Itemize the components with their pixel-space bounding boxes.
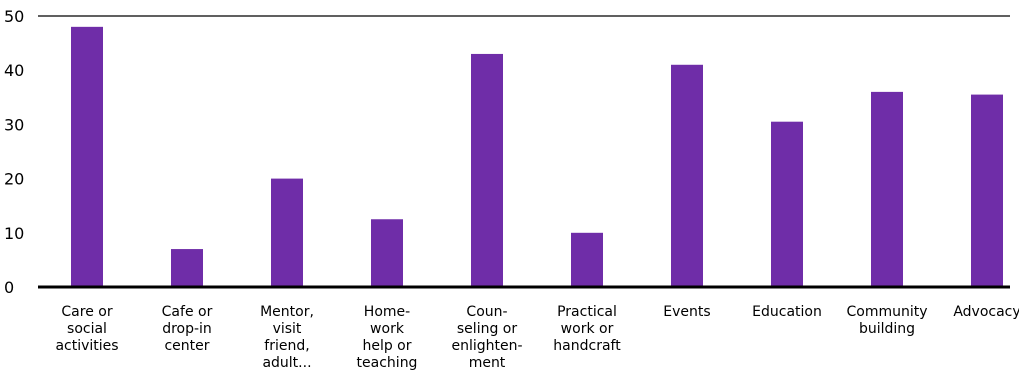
x-category-label: Mentor, visit friend, adult... bbox=[260, 304, 314, 371]
x-axis-category-labels: Care or social activities Cafe or drop-in cen… bbox=[55, 304, 1019, 371]
x-category-label-line: adult... bbox=[262, 355, 311, 371]
x-category-label-line: Care or bbox=[61, 304, 112, 320]
x-category-label-line: activities bbox=[55, 338, 118, 354]
x-category-label-line: work or bbox=[561, 321, 614, 337]
x-category-label: Home-work help or teaching bbox=[357, 304, 418, 371]
x-category-label-line: center bbox=[164, 338, 209, 354]
x-category-label-line: Advocacy bbox=[953, 304, 1019, 320]
x-category-label-line: seling or bbox=[457, 321, 517, 337]
bar bbox=[971, 94, 1003, 287]
x-category-label-line: enlighten- bbox=[451, 338, 522, 354]
x-category-label: Advocacy bbox=[953, 304, 1019, 320]
x-category-label-line: friend, bbox=[264, 338, 309, 354]
x-category-label-line: Practical bbox=[557, 304, 617, 320]
y-tick-label: 50 bbox=[4, 7, 24, 26]
bar bbox=[271, 178, 303, 287]
x-category-label-line: handcraft bbox=[553, 338, 621, 354]
x-category-label-line: Home- bbox=[364, 304, 410, 320]
bar bbox=[571, 232, 603, 287]
x-category-label-line: Mentor, bbox=[260, 304, 314, 320]
bars-group bbox=[71, 26, 1003, 288]
x-category-label-line: help or bbox=[362, 338, 411, 354]
x-category-label-line: Events bbox=[663, 304, 710, 320]
x-category-label: Events bbox=[663, 304, 710, 320]
x-category-label: Cafe or drop-in center bbox=[162, 304, 213, 354]
y-tick-label: 30 bbox=[4, 115, 24, 134]
x-category-label-line: ment bbox=[469, 355, 506, 371]
x-category-label-line: visit bbox=[273, 321, 302, 337]
y-tick-label: 40 bbox=[4, 61, 24, 80]
y-tick-label: 20 bbox=[4, 170, 24, 189]
x-category-label-line: work bbox=[370, 321, 405, 337]
bar bbox=[471, 53, 503, 287]
x-category-label-line: Education bbox=[752, 304, 822, 320]
x-category-label-line: Coun- bbox=[466, 304, 507, 320]
x-category-label: Community building bbox=[846, 304, 927, 337]
bar bbox=[371, 219, 403, 287]
x-category-label-line: building bbox=[859, 321, 915, 337]
x-category-label: Practical work or handcraft bbox=[553, 304, 621, 354]
bar bbox=[171, 249, 203, 287]
x-category-label-line: drop-in bbox=[162, 321, 212, 337]
bar bbox=[671, 64, 703, 287]
bar bbox=[871, 91, 903, 287]
y-tick-label: 10 bbox=[4, 224, 24, 243]
x-category-label-line: Cafe or bbox=[162, 304, 213, 320]
x-category-label: Coun-seling or enlighten-ment bbox=[451, 304, 522, 371]
bar bbox=[771, 121, 803, 287]
x-category-label-line: teaching bbox=[357, 355, 418, 371]
x-category-label: Care or social activities bbox=[55, 304, 118, 354]
x-category-label: Education bbox=[752, 304, 822, 320]
y-axis-tick-labels: 0 10 20 30 40 50 bbox=[4, 7, 24, 297]
bar bbox=[71, 26, 103, 288]
y-tick-label: 0 bbox=[4, 278, 14, 297]
x-category-label-line: Community bbox=[846, 304, 927, 320]
x-category-label-line: social bbox=[67, 321, 107, 337]
